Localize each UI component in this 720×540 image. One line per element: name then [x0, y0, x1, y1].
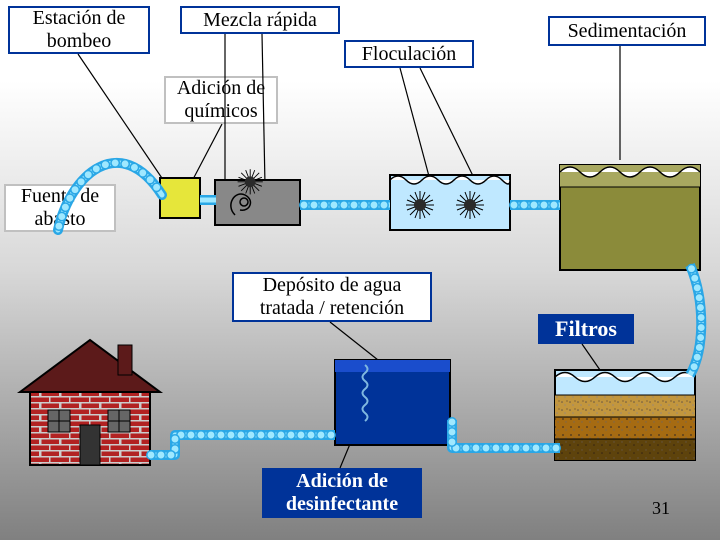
label-floculacion: Floculación [344, 40, 474, 68]
reservoir-icon [335, 360, 450, 445]
label-sedimentacion: Sedimentación [548, 16, 706, 46]
pump-station-icon [160, 178, 200, 218]
label-mezcla-rapida: Mezcla rápida [180, 6, 340, 34]
diagram-canvas [0, 0, 720, 540]
page-number: 31 [652, 498, 670, 519]
house-icon [20, 340, 160, 465]
leader-lines [78, 34, 620, 468]
label-estacion-bombeo: Estación de bombeo [8, 6, 150, 54]
label-deposito: Depósito de agua tratada / retención [232, 272, 432, 322]
rapid-mix-icon [215, 169, 300, 225]
flocculation-tank-icon [390, 175, 510, 230]
label-adicion-quimicos: Adición de químicos [164, 76, 278, 124]
sedimentation-tank-icon [560, 165, 700, 270]
filter-icon [555, 370, 695, 460]
label-fuente-abasto: Fuente de abasto [4, 184, 116, 232]
label-filtros: Filtros [538, 314, 634, 344]
label-desinfectante: Adición de desinfectante [262, 468, 422, 518]
disinfectant-spring-icon [363, 365, 368, 421]
